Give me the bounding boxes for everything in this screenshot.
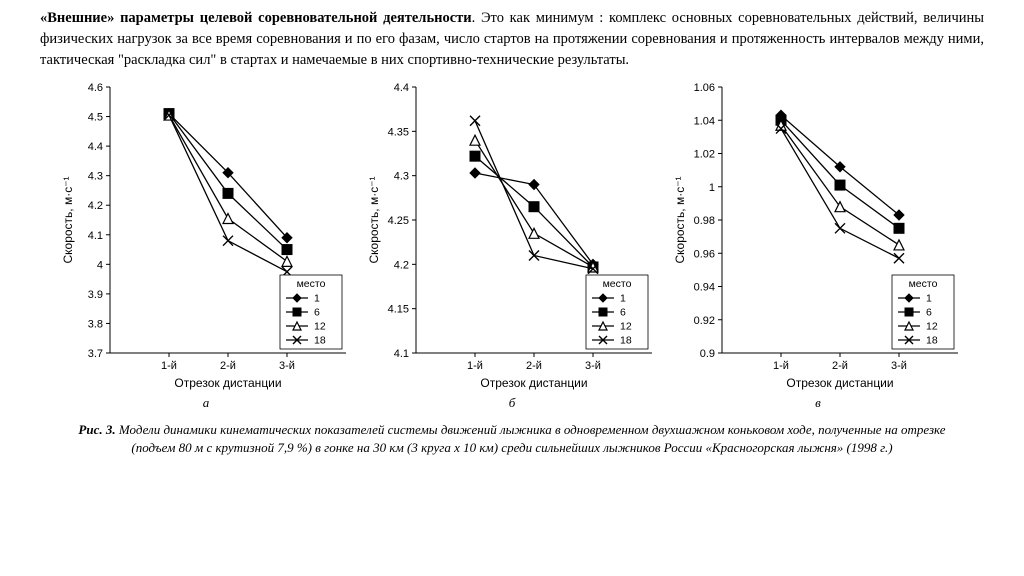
svg-text:место: место	[909, 278, 938, 290]
svg-text:4.35: 4.35	[388, 126, 409, 138]
svg-text:12: 12	[926, 321, 938, 333]
intro-paragraph: «Внешние» параметры целевой соревновател…	[40, 8, 984, 71]
svg-text:3.8: 3.8	[88, 318, 103, 330]
chart-panel: 3.7 3.8 3.9 4 4.1 4.2 4.3 4.4 4.5 4.6 1-й 2-й 3-й Отр…	[56, 77, 356, 397]
svg-text:4.2: 4.2	[88, 200, 103, 212]
svg-text:18: 18	[620, 335, 632, 347]
figure-caption: Рис. 3. Модели динамики кинематических п…	[70, 421, 954, 456]
svg-text:18: 18	[314, 335, 326, 347]
svg-text:1: 1	[709, 182, 715, 194]
svg-text:18: 18	[926, 335, 938, 347]
svg-text:4.15: 4.15	[388, 304, 409, 316]
svg-text:Отрезок дистанции: Отрезок дистанции	[786, 376, 893, 390]
panel-sublabel: б	[362, 395, 662, 411]
svg-text:Скорость, м·с⁻¹: Скорость, м·с⁻¹	[367, 177, 381, 264]
svg-text:3-й: 3-й	[891, 360, 907, 372]
svg-text:место: место	[603, 278, 632, 290]
panel-sublabel: а	[56, 395, 356, 411]
chart-panel: 4.1 4.15 4.2 4.25 4.3 4.35 4.4 1-й 2-й 3-й Отрезок…	[362, 77, 662, 397]
svg-text:4: 4	[97, 259, 103, 271]
panel-sublabel: в	[668, 395, 968, 411]
svg-text:Скорость, м·с⁻¹: Скорость, м·с⁻¹	[61, 177, 75, 264]
svg-text:Отрезок дистанции: Отрезок дистанции	[480, 376, 587, 390]
caption-label: Рис. 3.	[78, 422, 115, 437]
svg-text:4.1: 4.1	[394, 348, 409, 360]
svg-text:4.4: 4.4	[394, 82, 409, 94]
svg-text:1-й: 1-й	[773, 360, 789, 372]
svg-text:0.9: 0.9	[700, 348, 715, 360]
svg-text:1: 1	[314, 293, 320, 305]
svg-text:Отрезок дистанции: Отрезок дистанции	[174, 376, 281, 390]
svg-text:0.96: 0.96	[694, 248, 715, 260]
svg-text:6: 6	[926, 307, 932, 319]
svg-text:4.25: 4.25	[388, 215, 409, 227]
svg-text:1.06: 1.06	[694, 82, 715, 94]
svg-text:Скорость, м·с⁻¹: Скорость, м·с⁻¹	[673, 177, 687, 264]
svg-text:12: 12	[314, 321, 326, 333]
svg-text:1: 1	[926, 293, 932, 305]
svg-text:2-й: 2-й	[832, 360, 848, 372]
svg-text:0.98: 0.98	[694, 215, 715, 227]
svg-text:4.6: 4.6	[88, 82, 103, 94]
chart-wrap: 4.1 4.15 4.2 4.25 4.3 4.35 4.4 1-й 2-й 3-й Отрезок…	[362, 77, 662, 411]
svg-text:4.3: 4.3	[394, 171, 409, 183]
svg-text:2-й: 2-й	[526, 360, 542, 372]
svg-text:4.1: 4.1	[88, 230, 103, 242]
caption-text: Модели динамики кинематических показател…	[116, 422, 946, 455]
chart-wrap: 3.7 3.8 3.9 4 4.1 4.2 4.3 4.4 4.5 4.6 1-й 2-й 3-й Отр…	[56, 77, 356, 411]
svg-text:4.4: 4.4	[88, 141, 103, 153]
svg-text:3-й: 3-й	[279, 360, 295, 372]
svg-text:6: 6	[620, 307, 626, 319]
svg-text:1-й: 1-й	[467, 360, 483, 372]
svg-text:2-й: 2-й	[220, 360, 236, 372]
svg-text:1.04: 1.04	[694, 115, 715, 127]
chart-panel: 0.9 0.92 0.94 0.96 0.98 1 1.02 1.04 1.06 1-й 2-й 3-…	[668, 77, 968, 397]
svg-text:3.7: 3.7	[88, 348, 103, 360]
svg-text:6: 6	[314, 307, 320, 319]
svg-text:0.94: 0.94	[694, 282, 715, 294]
svg-text:1.02: 1.02	[694, 149, 715, 161]
charts-row: 3.7 3.8 3.9 4 4.1 4.2 4.3 4.4 4.5 4.6 1-й 2-й 3-й Отр…	[40, 77, 984, 411]
svg-text:место: место	[297, 278, 326, 290]
svg-text:1: 1	[620, 293, 626, 305]
svg-text:3.9: 3.9	[88, 289, 103, 301]
svg-text:4.5: 4.5	[88, 112, 103, 124]
svg-text:3-й: 3-й	[585, 360, 601, 372]
svg-text:4.2: 4.2	[394, 259, 409, 271]
chart-wrap: 0.9 0.92 0.94 0.96 0.98 1 1.02 1.04 1.06 1-й 2-й 3-…	[668, 77, 968, 411]
svg-text:1-й: 1-й	[161, 360, 177, 372]
svg-text:0.92: 0.92	[694, 315, 715, 327]
svg-text:4.3: 4.3	[88, 171, 103, 183]
svg-text:12: 12	[620, 321, 632, 333]
paragraph-bold-lead: «Внешние» параметры целевой соревновател…	[40, 10, 472, 26]
